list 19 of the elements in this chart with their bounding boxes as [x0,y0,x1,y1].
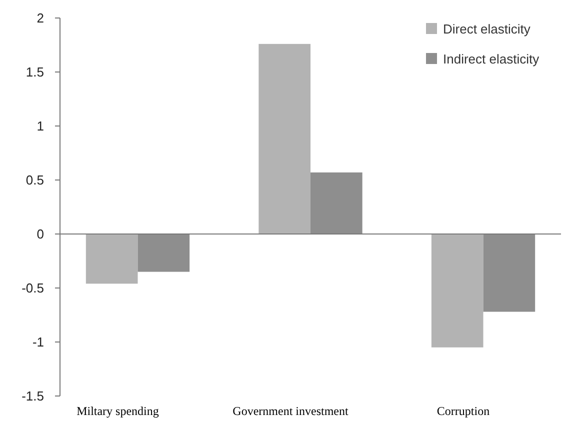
y-tick-label: 1 [36,118,44,134]
bar [86,234,138,284]
bar [138,234,190,272]
y-tick-label: 2 [36,10,44,26]
y-tick-label: -1 [32,334,44,350]
x-tick-label: Government investment [232,404,349,418]
y-tick-label: 0 [36,226,44,242]
legend-label: Indirect elasticity [443,52,540,67]
x-tick-label: Miltary spending [76,404,159,418]
bar [483,234,536,312]
y-tick-label: -1.5 [22,388,44,404]
y-tick-label: 1.5 [26,64,44,80]
legend-label: Direct elasticity [443,22,531,37]
bar [258,44,310,234]
bar [431,234,484,348]
y-tick-label: 0.5 [26,172,44,188]
y-tick-label: -0.5 [22,280,44,296]
x-tick-label: Corruption [436,404,490,418]
bar [310,172,362,234]
